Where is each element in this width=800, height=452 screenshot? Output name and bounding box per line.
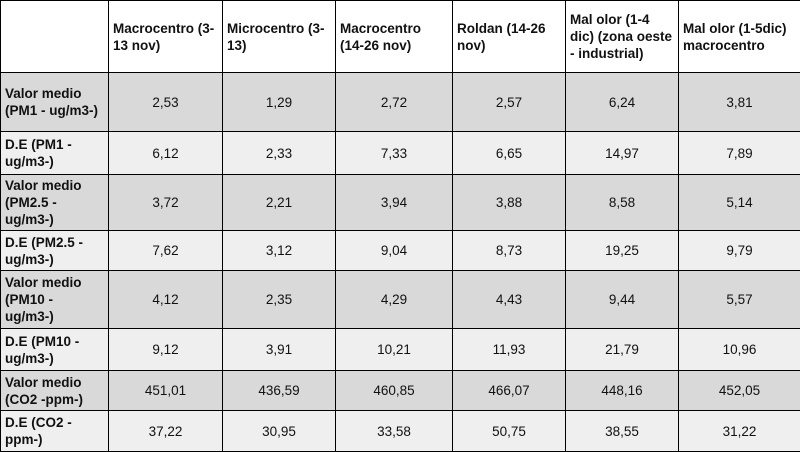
header-row: Macrocentro (3-13 nov)Microcentro (3-13)…: [1, 1, 800, 73]
value-cell: 33,58: [336, 411, 453, 452]
value-cell: 1,29: [223, 73, 336, 132]
value-cell: 452,05: [679, 371, 800, 411]
value-cell: 448,16: [566, 371, 679, 411]
value-cell: 4,12: [109, 271, 223, 329]
value-cell: 9,79: [679, 231, 800, 271]
value-cell: 5,14: [679, 175, 800, 231]
value-cell: 9,44: [566, 271, 679, 329]
value-cell: 9,04: [336, 231, 453, 271]
column-header: Mal olor (1-4 dic) (zona oeste - industr…: [566, 1, 679, 73]
value-cell: 37,22: [109, 411, 223, 452]
value-cell: 2,53: [109, 73, 223, 132]
value-cell: 3,91: [223, 329, 336, 371]
value-cell: 19,25: [566, 231, 679, 271]
value-cell: 6,24: [566, 73, 679, 132]
value-cell: 2,33: [223, 132, 336, 175]
row-label: Valor medio (PM10 - ug/m3-): [1, 271, 109, 329]
row-label: Valor medio (PM2.5 - ug/m3-): [1, 175, 109, 231]
value-cell: 14,97: [566, 132, 679, 175]
value-cell: 4,29: [336, 271, 453, 329]
value-cell: 8,58: [566, 175, 679, 231]
row-label: D.E (PM1 - ug/m3-): [1, 132, 109, 175]
value-cell: 2,57: [453, 73, 566, 132]
value-cell: 2,35: [223, 271, 336, 329]
value-cell: 5,57: [679, 271, 800, 329]
value-cell: 7,33: [336, 132, 453, 175]
value-cell: 50,75: [453, 411, 566, 452]
column-header: Macrocentro (3-13 nov): [109, 1, 223, 73]
row-label: Valor medio (CO2 -ppm-): [1, 371, 109, 411]
value-cell: 436,59: [223, 371, 336, 411]
column-header: Mal olor (1-5dic) macrocentro: [679, 1, 800, 73]
value-cell: 9,12: [109, 329, 223, 371]
value-cell: 460,85: [336, 371, 453, 411]
value-cell: 451,01: [109, 371, 223, 411]
value-cell: 7,89: [679, 132, 800, 175]
column-header: Roldan (14-26 nov): [453, 1, 566, 73]
value-cell: 3,88: [453, 175, 566, 231]
row-label: D.E (PM10 - ug/m3-): [1, 329, 109, 371]
value-cell: 21,79: [566, 329, 679, 371]
column-header: Macrocentro (14-26 nov): [336, 1, 453, 73]
value-cell: 2,21: [223, 175, 336, 231]
value-cell: 3,72: [109, 175, 223, 231]
value-cell: 466,07: [453, 371, 566, 411]
value-cell: 38,55: [566, 411, 679, 452]
value-cell: 3,12: [223, 231, 336, 271]
row-label: D.E (PM2.5 - ug/m3-): [1, 231, 109, 271]
value-cell: 3,81: [679, 73, 800, 132]
value-cell: 6,65: [453, 132, 566, 175]
value-cell: 30,95: [223, 411, 336, 452]
value-cell: 4,43: [453, 271, 566, 329]
value-cell: 2,72: [336, 73, 453, 132]
value-cell: 3,94: [336, 175, 453, 231]
value-cell: 8,73: [453, 231, 566, 271]
value-cell: 10,96: [679, 329, 800, 371]
value-cell: 6,12: [109, 132, 223, 175]
value-cell: 31,22: [679, 411, 800, 452]
value-cell: 11,93: [453, 329, 566, 371]
row-label: D.E (CO2 - ppm-): [1, 411, 109, 452]
row-label: Valor medio (PM1 - ug/m3-): [1, 73, 109, 132]
value-cell: 10,21: [336, 329, 453, 371]
column-header: Microcentro (3-13): [223, 1, 336, 73]
corner-cell: [1, 1, 109, 73]
value-cell: 7,62: [109, 231, 223, 271]
